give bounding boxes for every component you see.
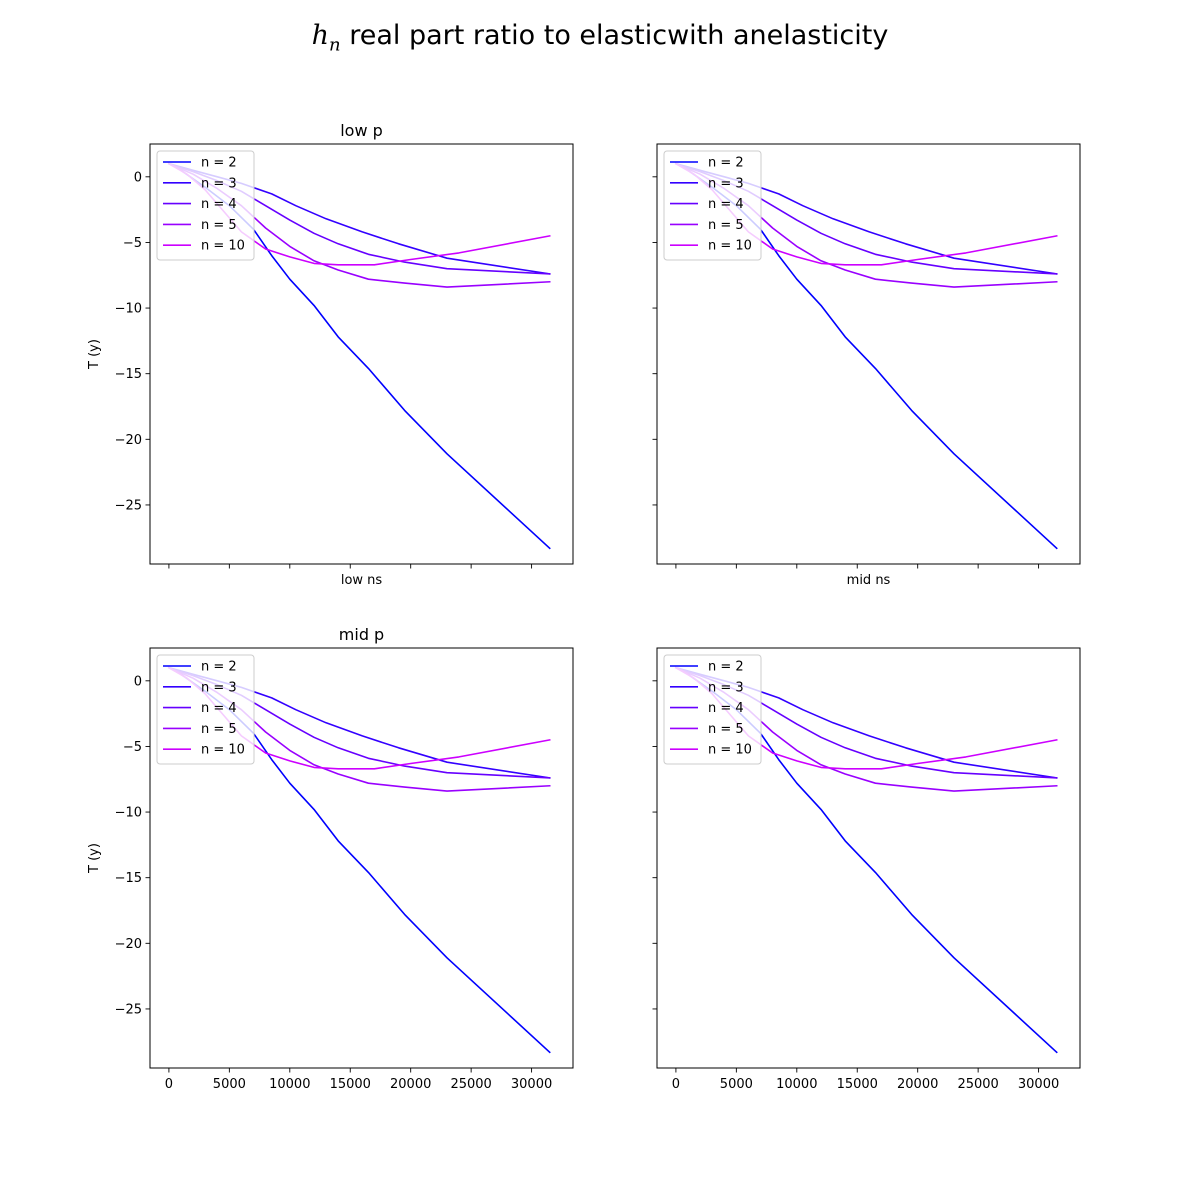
y-tick-label: −15 bbox=[115, 367, 142, 382]
legend: n = 2 n = 3 n = 4 n = 5 n = 10 bbox=[663, 654, 762, 765]
legend: n = 2 n = 3 n = 4 n = 5 n = 10 bbox=[156, 150, 255, 261]
x-axis-label: low ns bbox=[341, 573, 383, 588]
legend-label: n = 3 bbox=[201, 176, 237, 191]
legend-label: n = 5 bbox=[201, 722, 237, 737]
legend-label: n = 4 bbox=[201, 197, 237, 212]
legend-label: n = 2 bbox=[708, 660, 744, 675]
legend-label: n = 5 bbox=[708, 722, 744, 737]
axes-frame bbox=[656, 647, 1081, 1069]
axes-frame bbox=[149, 647, 574, 1069]
x-axis-label: mid ns bbox=[847, 573, 891, 588]
y-tick-label: −10 bbox=[115, 302, 142, 317]
legend-box bbox=[663, 150, 762, 261]
y-tick-label: −10 bbox=[115, 806, 142, 821]
legend-label: n = 4 bbox=[708, 701, 744, 716]
legend-label: n = 10 bbox=[201, 743, 245, 758]
legend-label: n = 4 bbox=[201, 701, 237, 716]
title-text: real part ratio to elasticwith anelastic… bbox=[340, 20, 889, 51]
x-tick-label: 15000 bbox=[330, 1077, 371, 1092]
legend-label: n = 5 bbox=[708, 218, 744, 233]
axes-frame bbox=[149, 143, 574, 565]
y-axis-label: T (y) bbox=[87, 339, 102, 370]
subplot-title: mid p bbox=[339, 625, 384, 644]
y-tick-label: −25 bbox=[115, 498, 142, 513]
subplot-2: mid ns n = 2 n = 3 n = 4 n = 5 n = 10 bbox=[652, 143, 1081, 588]
x-tick-label: 20000 bbox=[897, 1077, 938, 1092]
legend-label: n = 5 bbox=[201, 218, 237, 233]
y-axis-label: T (y) bbox=[87, 843, 102, 874]
legend-label: n = 10 bbox=[201, 239, 245, 254]
x-tick-label: 25000 bbox=[957, 1077, 998, 1092]
x-tick-label: 30000 bbox=[511, 1077, 552, 1092]
legend-box bbox=[663, 654, 762, 765]
x-tick-label: 25000 bbox=[450, 1077, 491, 1092]
title-subscript: n bbox=[329, 34, 341, 56]
legend-label: n = 2 bbox=[708, 156, 744, 171]
y-tick-label: −5 bbox=[123, 236, 142, 251]
x-tick-label: 20000 bbox=[390, 1077, 431, 1092]
legend-box bbox=[156, 150, 255, 261]
legend-label: n = 4 bbox=[708, 197, 744, 212]
x-tick-label: 10000 bbox=[269, 1077, 310, 1092]
subplot-title: low p bbox=[340, 121, 383, 140]
y-tick-label: −20 bbox=[115, 937, 142, 952]
legend-label: n = 3 bbox=[708, 680, 744, 695]
x-tick-label: 0 bbox=[672, 1077, 680, 1092]
y-tick-label: −20 bbox=[115, 433, 142, 448]
legend-label: n = 10 bbox=[708, 743, 752, 758]
subplot-3: 0 5000 10000 15000 20000 25000 30000 0 −5 −10 −15 −… bbox=[87, 625, 574, 1092]
legend-label: n = 3 bbox=[708, 176, 744, 191]
y-tick-label: 0 bbox=[134, 674, 142, 689]
legend: n = 2 n = 3 n = 4 n = 5 n = 10 bbox=[663, 150, 762, 261]
x-tick-label: 5000 bbox=[720, 1077, 753, 1092]
legend-label: n = 3 bbox=[201, 680, 237, 695]
legend: n = 2 n = 3 n = 4 n = 5 n = 10 bbox=[156, 654, 255, 765]
y-tick-label: −25 bbox=[115, 1002, 142, 1017]
y-tick-label: 0 bbox=[134, 170, 142, 185]
legend-label: n = 10 bbox=[708, 239, 752, 254]
legend-label: n = 2 bbox=[201, 156, 237, 171]
x-tick-label: 0 bbox=[165, 1077, 173, 1092]
x-tick-label: 30000 bbox=[1018, 1077, 1059, 1092]
legend-box bbox=[156, 654, 255, 765]
x-tick-label: 15000 bbox=[837, 1077, 878, 1092]
axes-frame bbox=[656, 143, 1081, 565]
x-tick-label: 10000 bbox=[776, 1077, 817, 1092]
x-tick-label: 5000 bbox=[213, 1077, 246, 1092]
title-symbol: h bbox=[311, 20, 330, 51]
figure-title: hn real part ratio to elasticwith anelas… bbox=[0, 20, 1200, 55]
legend-label: n = 2 bbox=[201, 660, 237, 675]
y-tick-label: −5 bbox=[123, 740, 142, 755]
subplot-4: 0 5000 10000 15000 20000 25000 30000 n = 2 n = 3… bbox=[652, 647, 1081, 1092]
y-tick-label: −15 bbox=[115, 871, 142, 886]
